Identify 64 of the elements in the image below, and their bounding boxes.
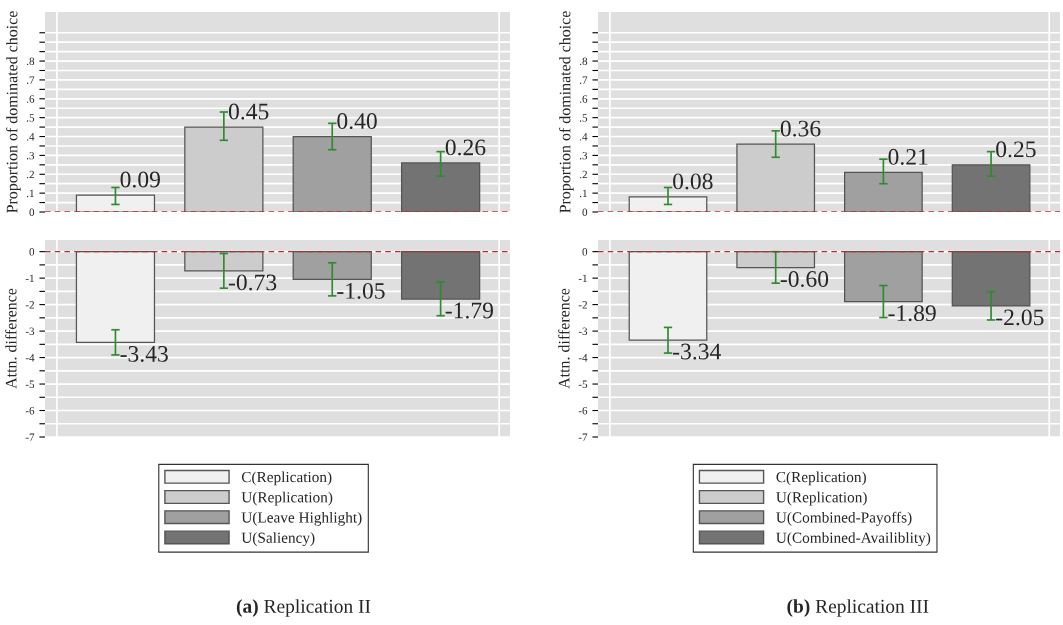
y-tick-label: -3 [25, 327, 35, 336]
y-tick-label: .6 [579, 95, 588, 103]
legend-label: U(Combined-Availiblity) [776, 532, 931, 547]
legend-label: C(Replication) [241, 471, 332, 486]
y-tick-label: -5 [25, 380, 35, 389]
y-tick-label: -7 [25, 433, 35, 441]
legend-label: U(Leave Highlight) [241, 511, 362, 526]
data-label: -3.43 [120, 346, 168, 362]
y-tick-label: .5 [26, 114, 35, 122]
legend-label: C(Replication) [776, 471, 866, 486]
data-label: 0.25 [996, 141, 1036, 158]
y-tick-label: -5 [578, 380, 588, 389]
y-tick-label: 0 [582, 248, 588, 256]
y-tick-label: -1 [578, 274, 587, 282]
data-label: 0.26 [445, 139, 486, 156]
data-label: 0.08 [673, 173, 713, 190]
y-tick-label: -2 [25, 301, 34, 309]
data-label: -1.89 [888, 305, 936, 322]
y-tick-label: .8 [579, 57, 588, 66]
data-label: -2.05 [996, 309, 1044, 326]
y-tick-label: -6 [25, 407, 35, 415]
y-tick-label: .2 [579, 170, 587, 179]
text: (a) Replication II [236, 599, 371, 617]
data-label: 0.45 [228, 103, 269, 120]
y-axis-title: Proportion of dominated choice [559, 11, 574, 213]
y-tick-label: -3 [578, 327, 588, 336]
data-label: -0.60 [780, 271, 829, 288]
y-axis-title: Proportion of dominated choice [6, 11, 21, 213]
data-label: -0.73 [228, 274, 277, 291]
y-tick-label: .6 [26, 95, 35, 103]
data-label: 0.21 [888, 148, 928, 165]
y-tick-label: 0 [29, 248, 35, 256]
data-label: 0.40 [337, 113, 377, 130]
legend-label: U(Replication) [241, 491, 333, 506]
y-tick-label: .1 [579, 189, 587, 198]
text: (b) Replication III [787, 599, 929, 617]
y-tick-label: -1 [25, 274, 34, 282]
y-tick-label: .5 [579, 114, 588, 122]
data-label: -3.34 [673, 343, 721, 360]
y-tick-label: .3 [26, 151, 35, 160]
y-tick-label: 0 [582, 208, 588, 216]
y-tick-label: .2 [26, 170, 34, 179]
y-tick-label: .4 [26, 133, 35, 141]
y-tick-label: 0 [29, 208, 35, 216]
y-tick-label: -6 [578, 407, 588, 415]
y-tick-label: -4 [25, 354, 35, 362]
data-label: 0.09 [120, 171, 160, 188]
data-label: 0.36 [780, 120, 821, 137]
y-tick-label: .3 [579, 151, 588, 160]
y-tick-label: -7 [578, 433, 588, 441]
y-tick-label: .1 [26, 189, 34, 198]
data-label: -1.05 [337, 282, 385, 299]
y-tick-label: .4 [579, 133, 588, 141]
legend-label: U(Combined-Payoffs) [776, 511, 912, 526]
y-tick-label: .8 [26, 57, 35, 66]
y-tick-label: .7 [579, 76, 588, 84]
y-axis-title: Attn. difference [5, 288, 17, 389]
y-tick-label: -4 [578, 354, 588, 362]
legend-label: U(Replication) [776, 491, 867, 506]
y-tick-label: .7 [26, 76, 35, 84]
data-label: -1.79 [445, 302, 494, 319]
y-axis-title: Attn. difference [558, 288, 570, 389]
legend-label: U(Saliency) [241, 532, 315, 547]
y-tick-label: -2 [578, 301, 587, 309]
